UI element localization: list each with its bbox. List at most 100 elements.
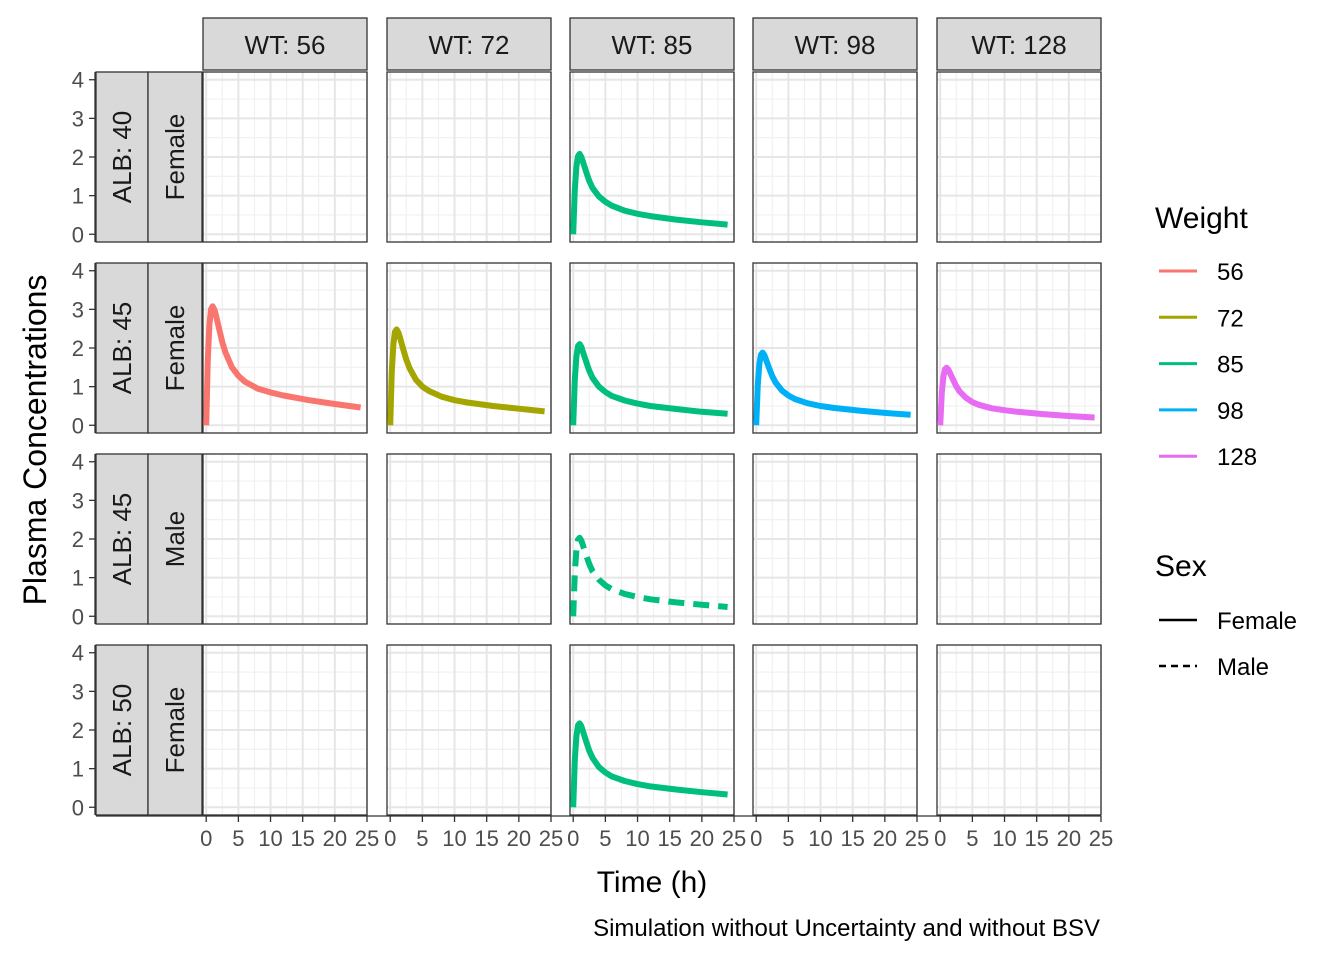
panel-r1-c4	[936, 262, 1102, 434]
panel-border	[202, 71, 368, 243]
x-tick-label: 5	[782, 826, 794, 851]
y-tick-label: 0	[72, 222, 84, 247]
y-tick-label: 0	[72, 413, 84, 438]
y-tick-label: 1	[72, 757, 84, 782]
x-tick-label: 10	[258, 826, 282, 851]
x-tick-label: 20	[1057, 826, 1081, 851]
row-strip-alb	[95, 262, 149, 434]
y-tick-label: 2	[72, 336, 84, 361]
series-line-wt-85-female	[570, 150, 728, 235]
y-tick-label: 3	[72, 297, 84, 322]
series-line-wt-85-female	[570, 720, 728, 808]
y-tick-label: 4	[72, 68, 84, 93]
y-tick-label: 1	[72, 375, 84, 400]
legend-weight-title: Weight	[1155, 202, 1248, 235]
panel-border	[569, 262, 735, 434]
x-tick-label: 25	[539, 826, 563, 851]
panel-border	[202, 644, 368, 816]
row-strip-sex-label: Female	[160, 305, 190, 392]
panel-border	[752, 644, 918, 816]
x-tick-label: 20	[507, 826, 531, 851]
panel-border	[936, 644, 1102, 816]
panel-r2-c1	[386, 453, 552, 625]
panel-r3-c1	[386, 644, 552, 816]
x-tick-label: 25	[355, 826, 379, 851]
y-tick-label: 0	[72, 604, 84, 629]
col-strip-label: WT: 128	[971, 30, 1066, 60]
panel-border	[569, 453, 735, 625]
legend-weight-label: 72	[1217, 305, 1244, 332]
row-strip-alb-label: ALB: 45	[107, 493, 137, 586]
x-tick-label: 5	[599, 826, 611, 851]
row-strip-alb-label: ALB: 45	[107, 302, 137, 395]
panel-r3-c4	[936, 644, 1102, 816]
series-line-wt-72-female	[387, 326, 545, 426]
panel-r0-c4	[936, 71, 1102, 243]
series-line-wt-98-female	[753, 349, 911, 426]
panel-border	[386, 453, 552, 625]
panel-r2-c3	[752, 453, 918, 625]
col-strip-wt-98	[752, 17, 918, 71]
y-tick-label: 3	[72, 106, 84, 131]
y-axis-title: Plasma Concentrations	[17, 275, 53, 606]
caption: Simulation without Uncertainty and witho…	[593, 915, 1100, 942]
row-strip-sex	[147, 71, 203, 243]
x-tick-label: 0	[567, 826, 579, 851]
series-line-wt-128-female	[937, 364, 1095, 426]
y-tick-label: 2	[72, 718, 84, 743]
panel-r3-c0	[202, 644, 368, 816]
panel-r3-c3	[752, 644, 918, 816]
row-strip-sex-label: Female	[160, 687, 190, 774]
panel-border	[752, 453, 918, 625]
x-tick-label: 15	[474, 826, 498, 851]
x-tick-label: 0	[384, 826, 396, 851]
x-tick-label: 20	[690, 826, 714, 851]
panel-border	[386, 71, 552, 243]
panel-border	[386, 644, 552, 816]
row-strip-alb	[95, 453, 149, 625]
y-tick-label: 4	[72, 259, 84, 284]
y-tick-label: 1	[72, 184, 84, 209]
y-tick-label: 1	[72, 566, 84, 591]
y-tick-label: 2	[72, 527, 84, 552]
panel-r0-c1	[386, 71, 552, 243]
y-tick-label: 4	[72, 450, 84, 475]
y-tick-label: 0	[72, 795, 84, 820]
x-axis-title: Time (h)	[597, 866, 708, 899]
series-line-wt-85-female	[570, 341, 728, 426]
facet-panels: WT: 56 WT: 72 WT: 85 WT: 98 WT: 128 ALB: 40 Fe…	[95, 17, 1102, 816]
panel-r2-c2	[569, 453, 735, 625]
panel-border	[936, 262, 1102, 434]
row-strip-alb	[95, 644, 149, 816]
panel-r2-c4	[936, 453, 1102, 625]
x-tick-label: 0	[200, 826, 212, 851]
col-strip-wt-128	[936, 17, 1102, 71]
col-strip-wt-72	[386, 17, 552, 71]
y-tick-label: 3	[72, 488, 84, 513]
x-tick-label: 15	[290, 826, 314, 851]
x-tick-label: 20	[873, 826, 897, 851]
row-strip-sex-label: Male	[160, 511, 190, 567]
x-tick-label: 15	[657, 826, 681, 851]
y-tick-label: 2	[72, 145, 84, 170]
col-strip-wt-56	[202, 17, 368, 71]
x-tick-label: 15	[1024, 826, 1048, 851]
col-strip-label: WT: 72	[429, 30, 510, 60]
panel-border	[936, 453, 1102, 625]
x-tick-label: 10	[442, 826, 466, 851]
col-strip-label: WT: 98	[795, 30, 876, 60]
legend-weight-label: 128	[1217, 444, 1257, 471]
x-tick-label: 0	[750, 826, 762, 851]
x-tick-label: 5	[966, 826, 978, 851]
col-strip-wt-85	[569, 17, 735, 71]
y-tick-label: 4	[72, 641, 84, 666]
legend-sex-title: Sex	[1155, 550, 1207, 583]
x-tick-label: 10	[808, 826, 832, 851]
panel-border	[936, 71, 1102, 243]
row-strip-sex-label: Female	[160, 114, 190, 201]
legends: Weight 56 72 85 98 128 Sex Female Male	[1155, 202, 1297, 681]
panel-r2-c0	[202, 453, 368, 625]
panel-r0-c3	[752, 71, 918, 243]
series-line-wt-56-female	[203, 303, 362, 426]
